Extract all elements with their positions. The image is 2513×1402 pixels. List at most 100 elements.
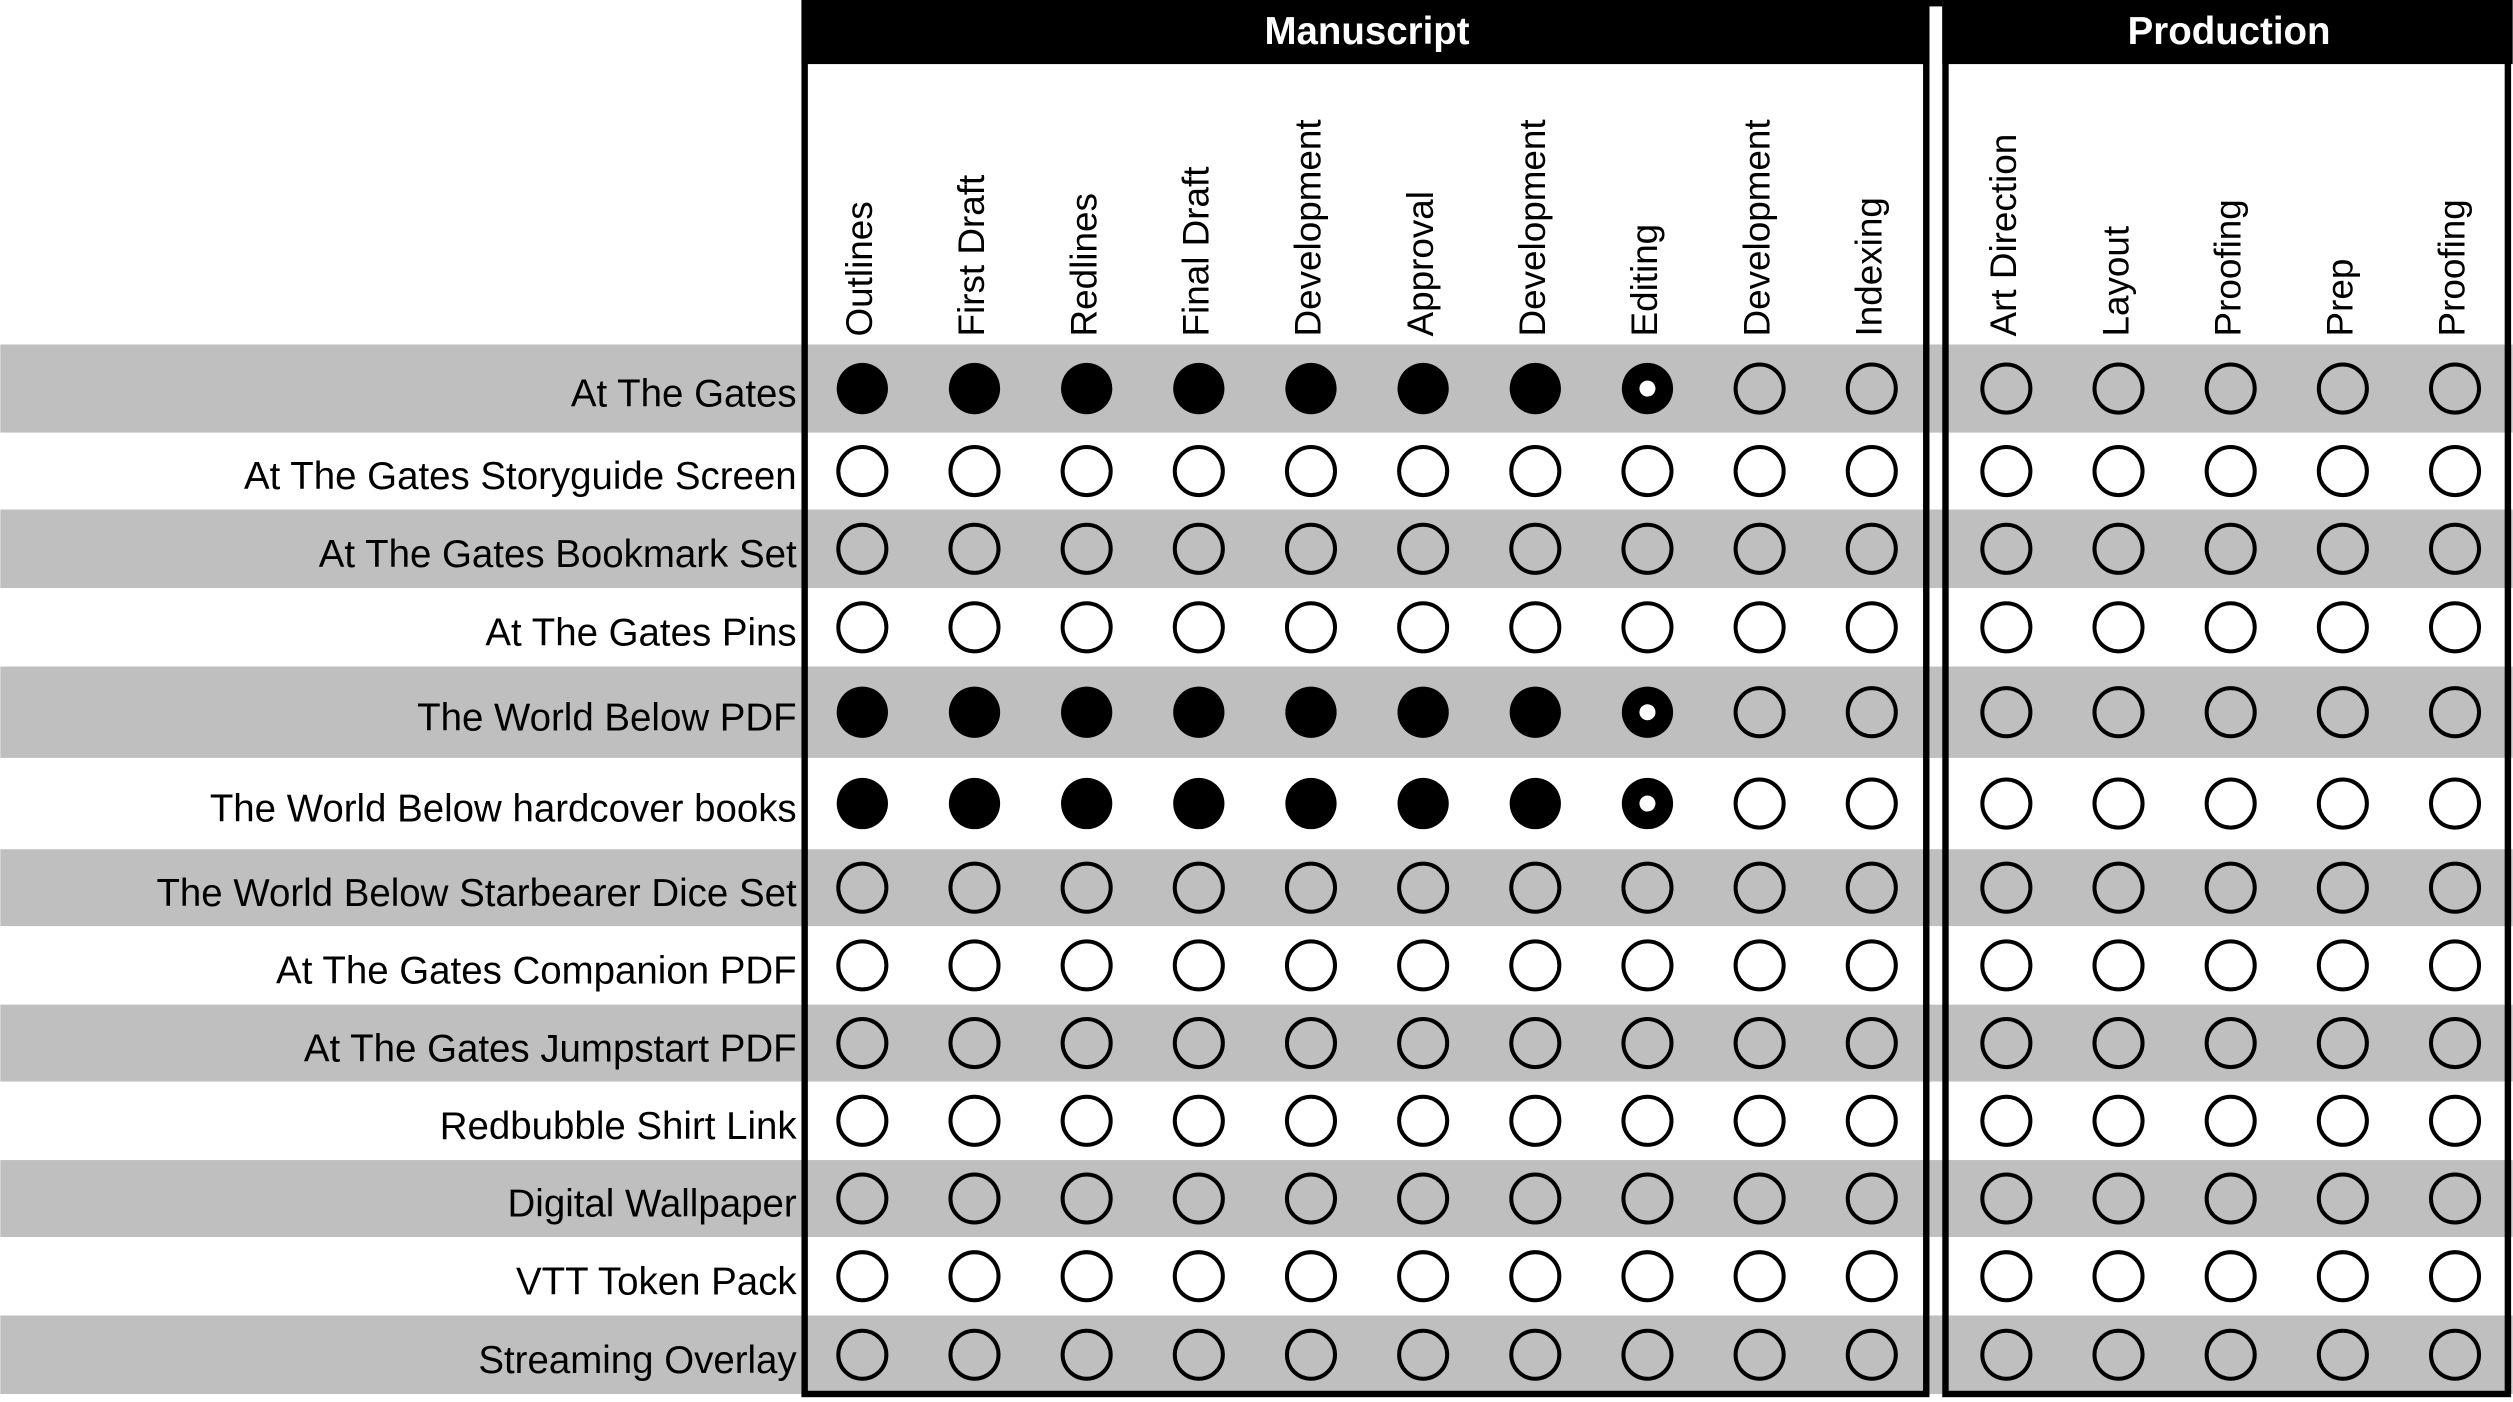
status-dot — [1639, 380, 1656, 397]
status-complete — [1509, 362, 1561, 415]
status-empty — [1733, 1328, 1786, 1381]
status-empty — [1509, 1172, 1562, 1225]
status-empty — [1845, 522, 1898, 575]
status-complete — [948, 362, 1001, 415]
status-empty — [1733, 939, 1786, 992]
status-empty — [2204, 445, 2257, 498]
status-empty — [1509, 601, 1562, 654]
status-empty — [1733, 445, 1786, 498]
status-empty — [2316, 1328, 2369, 1381]
status-empty — [1397, 601, 1450, 654]
status-empty — [2316, 1250, 2369, 1303]
status-empty — [2204, 777, 2257, 830]
status-empty — [948, 1017, 1001, 1070]
column-header: Proofing — [2207, 199, 2248, 336]
status-empty — [948, 1328, 1001, 1381]
status-empty — [2204, 686, 2257, 739]
status-empty — [2204, 1250, 2257, 1303]
status-empty — [1845, 861, 1898, 914]
status-empty — [1060, 1172, 1113, 1225]
status-empty — [1845, 1017, 1898, 1070]
status-empty — [1509, 1094, 1562, 1147]
status-empty — [1509, 939, 1562, 992]
status-empty — [1621, 601, 1674, 654]
status-empty — [2316, 939, 2369, 992]
status-empty — [1733, 362, 1786, 415]
status-dot — [1639, 795, 1656, 812]
status-empty — [2204, 522, 2257, 575]
row-label: At The Gates Bookmark Set — [319, 533, 797, 576]
status-empty — [1172, 601, 1225, 654]
status-complete — [1397, 362, 1449, 415]
status-empty — [1845, 1094, 1898, 1147]
status-complete — [1061, 362, 1113, 415]
column-header: Layout — [2095, 226, 2136, 337]
status-complete — [948, 777, 1001, 830]
status-complete — [1285, 686, 1337, 738]
status-empty — [2316, 686, 2369, 739]
status-complete — [1509, 686, 1561, 738]
row-label: The World Below hardcover books — [210, 788, 797, 831]
status-empty — [1060, 1328, 1113, 1381]
status-empty — [2428, 445, 2482, 498]
status-empty — [2316, 1094, 2369, 1147]
status-empty — [2204, 1328, 2257, 1381]
status-empty — [836, 445, 889, 498]
status-empty — [2092, 522, 2145, 575]
status-complete — [1285, 777, 1337, 830]
status-empty — [2092, 362, 2145, 415]
row-band — [0, 344, 2513, 433]
status-empty — [1172, 445, 1225, 498]
status-empty — [1284, 522, 1338, 575]
status-complete — [948, 686, 1001, 738]
status-empty — [2428, 1017, 2482, 1070]
status-empty — [1980, 522, 2033, 575]
status-complete — [836, 777, 888, 830]
status-empty — [1621, 1094, 1674, 1147]
status-empty — [1172, 1172, 1225, 1225]
status-empty — [2204, 1017, 2257, 1070]
status-empty — [2316, 362, 2369, 415]
column-header: Development — [1288, 119, 1329, 336]
status-empty — [948, 601, 1001, 654]
status-empty — [1060, 445, 1113, 498]
status-empty — [1172, 1328, 1225, 1381]
status-empty — [2204, 939, 2257, 992]
column-header: Final Draft — [1176, 167, 1217, 337]
status-empty — [1845, 686, 1898, 739]
status-empty — [1060, 601, 1113, 654]
status-empty — [2428, 601, 2482, 654]
status-empty — [2204, 1172, 2257, 1225]
group-title: Manuscript — [1265, 10, 1470, 53]
status-empty — [1845, 1172, 1898, 1225]
row-label: Streaming Overlay — [478, 1339, 797, 1382]
status-empty — [1397, 1250, 1450, 1303]
status-empty — [1172, 1017, 1225, 1070]
status-empty — [1172, 522, 1225, 575]
status-empty — [2092, 1094, 2145, 1147]
status-empty — [1397, 861, 1450, 914]
status-empty — [2204, 362, 2257, 415]
status-complete — [1509, 777, 1561, 830]
status-complete — [1061, 777, 1113, 830]
status-empty — [1172, 861, 1225, 914]
status-empty — [1397, 1328, 1450, 1381]
status-empty — [1980, 1017, 2033, 1070]
status-empty — [1845, 939, 1898, 992]
status-empty — [2092, 939, 2145, 992]
column-header: Editing — [1624, 224, 1665, 337]
status-empty — [2204, 861, 2257, 914]
status-empty — [1621, 445, 1674, 498]
status-empty — [1060, 1017, 1113, 1070]
status-empty — [1980, 445, 2033, 498]
status-empty — [2092, 1250, 2145, 1303]
status-empty — [1621, 1250, 1674, 1303]
status-empty — [1733, 777, 1786, 830]
status-empty — [2316, 522, 2369, 575]
status-empty — [1845, 1250, 1898, 1303]
status-empty — [836, 1172, 889, 1225]
status-empty — [1733, 861, 1786, 914]
status-empty — [2316, 601, 2369, 654]
status-complete — [836, 362, 888, 415]
